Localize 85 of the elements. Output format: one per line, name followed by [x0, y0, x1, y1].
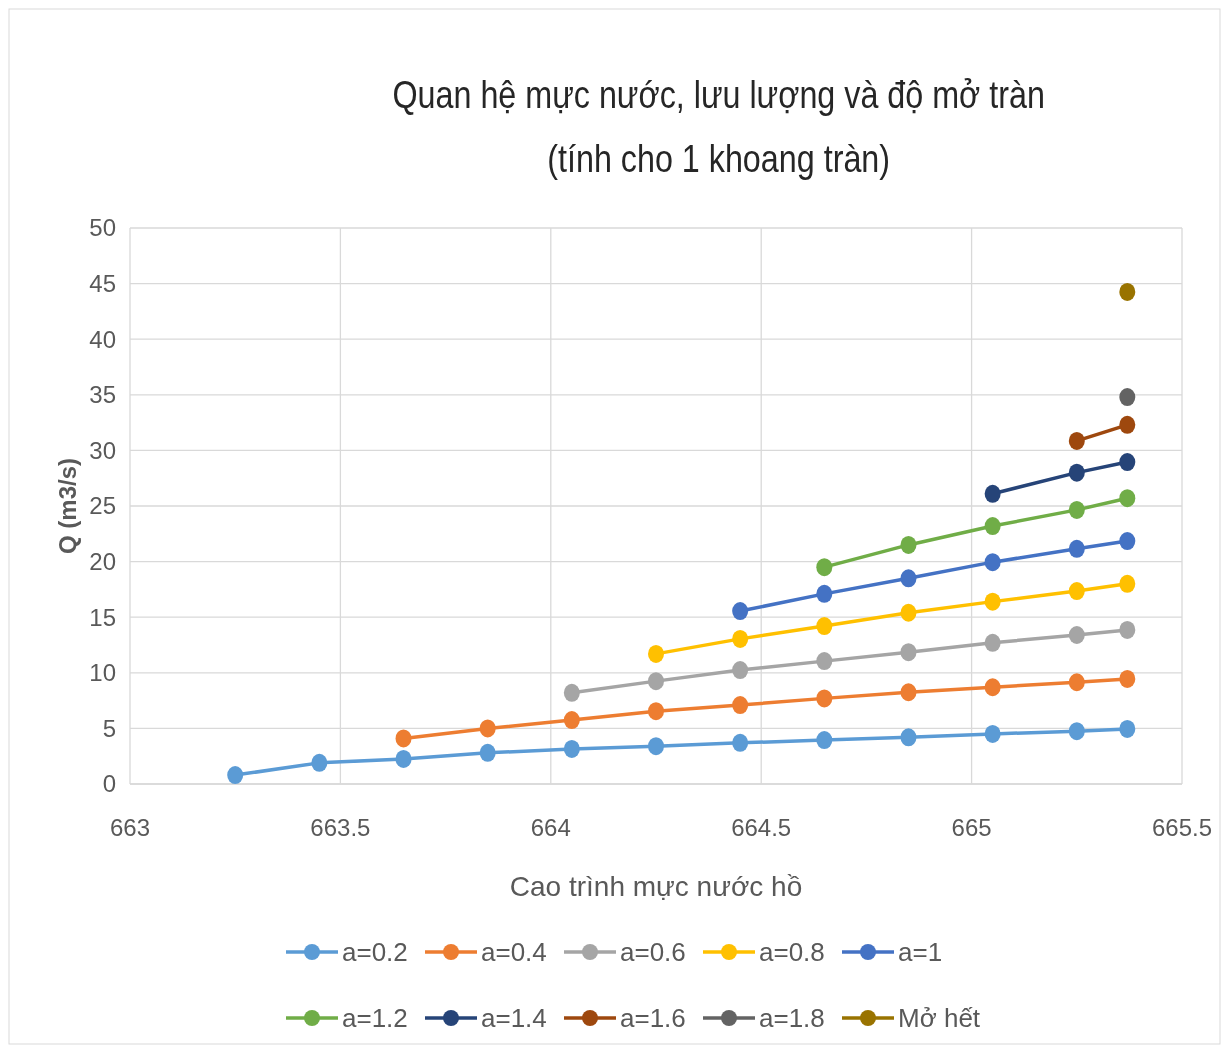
point — [816, 652, 833, 671]
x-tick-label: 663.5 — [310, 814, 371, 841]
y-axis-title: Q (m3/s) — [54, 457, 81, 555]
legend-label: a=1 — [898, 937, 943, 968]
point — [479, 719, 496, 738]
legend-label: a=1.8 — [759, 1003, 825, 1034]
point — [311, 753, 328, 772]
point — [816, 689, 833, 708]
point — [1119, 282, 1136, 301]
point — [732, 602, 749, 621]
point — [984, 633, 1001, 652]
y-tick-label: 50 — [89, 214, 116, 242]
y-tick-label: 5 — [102, 714, 116, 742]
point — [227, 766, 244, 785]
legend-label: a=1.2 — [342, 1003, 408, 1034]
point — [900, 569, 917, 588]
point — [900, 643, 917, 662]
point — [1119, 532, 1136, 551]
point — [563, 711, 580, 730]
x-tick-label: 663 — [109, 814, 151, 841]
point — [1119, 620, 1136, 639]
point — [1119, 669, 1136, 688]
point — [648, 702, 664, 721]
point — [984, 678, 1001, 697]
x-axis-title: Cao trình mực nước hồ — [509, 871, 803, 902]
point — [900, 728, 917, 747]
point — [1068, 431, 1085, 450]
legend-label: a=1.4 — [481, 1003, 547, 1034]
y-tick-label: 0 — [102, 770, 116, 798]
point — [1119, 453, 1136, 472]
point — [816, 731, 833, 750]
point — [984, 517, 1001, 536]
point — [732, 629, 749, 648]
point — [732, 696, 749, 715]
point — [1119, 489, 1136, 508]
point — [479, 743, 496, 762]
point — [1068, 463, 1085, 482]
point — [395, 729, 412, 748]
point — [816, 617, 833, 636]
y-tick-label: 40 — [89, 325, 116, 353]
point — [984, 484, 1001, 503]
point — [1068, 625, 1085, 644]
x-tick-label: 664.5 — [731, 814, 792, 841]
point — [1068, 722, 1085, 741]
legend-label: a=0.2 — [342, 937, 408, 968]
legend-label: a=0.6 — [620, 937, 686, 968]
legend-label: Mở hết — [898, 1003, 981, 1034]
legend-label: a=0.8 — [759, 937, 825, 968]
point — [648, 644, 664, 663]
point — [1068, 539, 1085, 558]
point — [732, 733, 749, 752]
point — [1068, 500, 1085, 519]
point — [395, 749, 412, 768]
point — [816, 584, 833, 603]
point — [563, 683, 580, 702]
legend-label: a=1.6 — [620, 1003, 686, 1034]
point — [816, 558, 833, 577]
point — [1119, 574, 1136, 593]
y-tick-label: 20 — [89, 548, 116, 575]
point — [984, 592, 1001, 611]
point — [984, 724, 1001, 743]
point — [1068, 673, 1085, 692]
point — [648, 737, 664, 756]
point — [732, 661, 749, 680]
y-tick-label: 30 — [89, 436, 116, 464]
y-tick-label: 35 — [89, 381, 116, 409]
y-tick-label: 15 — [89, 603, 116, 631]
point — [1119, 719, 1136, 738]
point — [900, 683, 917, 702]
x-tick-label: 665.5 — [1151, 814, 1213, 841]
legend-label: a=0.4 — [481, 937, 547, 968]
point — [1119, 415, 1136, 434]
y-tick-label: 10 — [89, 659, 116, 687]
point — [1068, 582, 1085, 601]
point — [1119, 388, 1136, 407]
point — [900, 603, 917, 622]
x-tick-label: 664 — [530, 814, 571, 841]
point — [648, 672, 664, 691]
point — [563, 739, 580, 758]
y-tick-label: 25 — [89, 492, 116, 520]
y-tick-label: 45 — [89, 270, 116, 297]
chart-title: Quan hệ mực nước, lưu lượng và độ mở tràn (tính cho 1 khoang tràn) — [392, 73, 1045, 180]
x-tick-label: 665 — [951, 814, 992, 841]
point — [984, 553, 1001, 572]
point — [900, 535, 917, 554]
